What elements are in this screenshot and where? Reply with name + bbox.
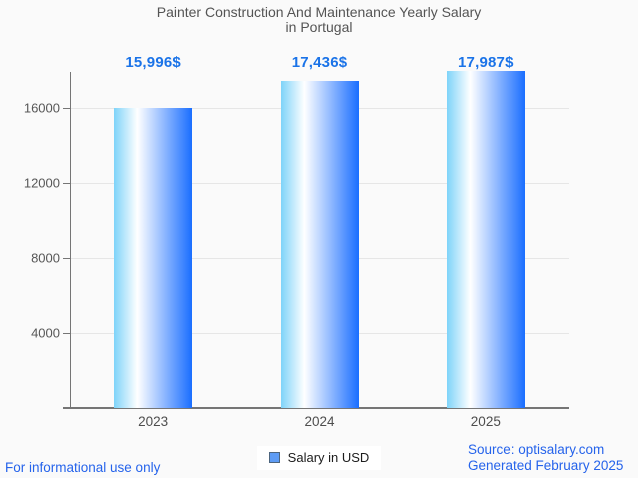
legend-item: Salary in USD [256,446,382,470]
legend-label: Salary in USD [287,450,370,465]
x-tick-label: 2023 [138,414,169,429]
bar[interactable] [114,108,193,408]
y-tick-label: 16000 [23,100,60,116]
chart-title: Painter Construction And Maintenance Yea… [0,5,638,35]
y-axis-line [70,72,71,408]
y-tick-label: 4000 [31,325,60,341]
bar-value-label: 17,436$ [291,54,348,71]
source-block: Source: optisalary.com Generated Februar… [468,442,623,473]
disclaimer-text: For informational use only [5,460,161,475]
bar-value-label: 15,996$ [125,54,181,71]
generated-date: Generated February 2025 [468,457,624,473]
y-axis-tick [63,183,70,184]
bar[interactable] [280,81,359,408]
y-axis-tick [63,258,70,259]
bar-value-label: 17,987$ [458,54,514,71]
y-tick-label: 12000 [23,175,60,191]
y-axis-tick [63,333,70,334]
legend: Salary in USD [0,446,638,470]
y-axis-tick [63,108,70,109]
chart-title-line2: in Portugal [285,19,353,35]
x-axis-line [63,407,569,409]
y-tick-label: 8000 [31,250,60,266]
legend-marker-icon [268,452,280,463]
bar[interactable] [446,71,525,408]
x-tick-label: 2025 [470,414,501,429]
x-tick-label: 2024 [304,414,335,429]
chart-title-line1: Painter Construction And Maintenance Yea… [156,4,482,20]
source-link[interactable]: Source: optisalary.com [468,442,605,457]
